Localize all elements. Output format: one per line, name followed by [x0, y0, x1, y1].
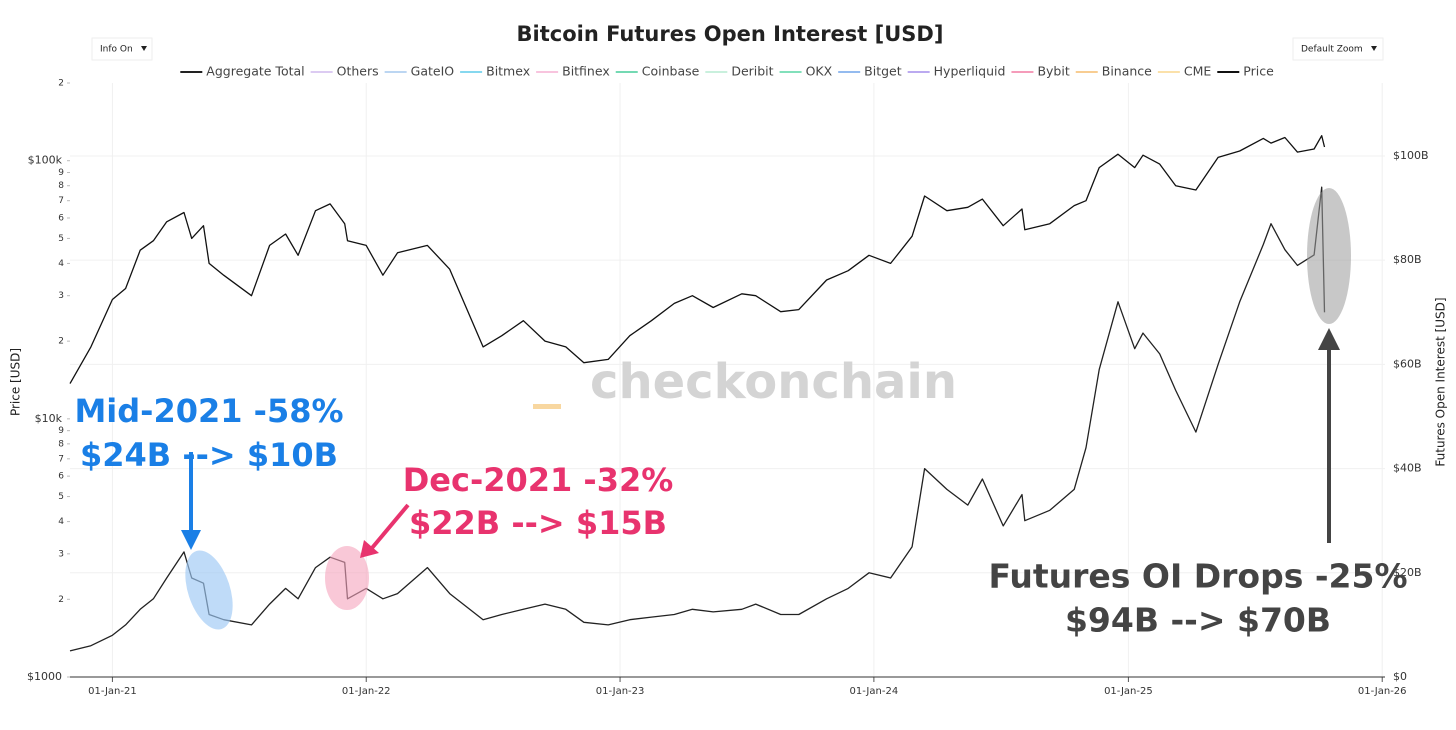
legend-label: CME [1184, 64, 1212, 79]
legend-label: Bybit [1037, 64, 1069, 79]
x-tick-label: 01-Jan-22 [342, 686, 391, 697]
legend-label: GateIO [411, 64, 455, 79]
legend-label: Bitfinex [562, 64, 610, 79]
arrow-head [181, 530, 201, 550]
y2-tick-label: $80B [1393, 253, 1422, 266]
control-button[interactable] [1292, 37, 1384, 61]
y2-tick-label: $100B [1393, 149, 1429, 162]
y-tick-label: 9 [58, 168, 64, 178]
y-tick-label: 9 [58, 426, 64, 436]
y-axis-label: Price [USD] [9, 348, 23, 416]
dropdown-arrow[interactable] [141, 46, 147, 51]
highlight-ellipse [185, 550, 233, 630]
legend-label: OKX [806, 64, 833, 79]
y-tick-label: $1000 [27, 670, 62, 683]
y-tick-label: 2 [58, 337, 64, 347]
legend-label: Hyperliquid [934, 64, 1006, 79]
legend-label: Deribit [731, 64, 773, 79]
arrow-head [360, 540, 379, 558]
y-tick-label: 7 [58, 454, 64, 464]
legend-label: Bitmex [486, 64, 530, 79]
legend-label: Coinbase [642, 64, 700, 79]
control-label[interactable]: Info On [100, 45, 133, 55]
x-tick-label: 01-Jan-25 [1104, 686, 1153, 697]
y-tick-label: 6 [58, 472, 64, 482]
arrow [370, 503, 410, 550]
highlight-ellipse [325, 546, 369, 610]
x-tick-label: 01-Jan-24 [850, 686, 899, 697]
y2-tick-label: $0 [1393, 670, 1407, 683]
plot-area: 01-Jan-21 01-Jan-22 01-Jan-23 01-Jan-24 01-J… [27, 79, 1429, 698]
y2-tick-label: $60B [1393, 357, 1422, 370]
y-tick-label: 6 [58, 213, 64, 223]
annotation: Dec-2021 -32% [403, 461, 674, 499]
legend: Aggregate Total Others GateIO Bitmex Bitfine… [180, 64, 1274, 79]
annotation-arrows [181, 328, 1340, 558]
x-tick-label: 01-Jan-21 [88, 686, 137, 697]
legend-label: Aggregate Total [206, 64, 304, 79]
y2-tick-label: $40B [1393, 462, 1422, 475]
y2-tick-label: $20B [1393, 566, 1422, 579]
y-tick-label: $100k [28, 154, 63, 167]
legend-label: Price [1243, 64, 1274, 79]
y-tick-label: 4 [58, 517, 64, 527]
y-tick-label: 8 [58, 181, 64, 191]
watermark-dash [533, 404, 561, 409]
control-button[interactable] [91, 37, 153, 61]
legend-label: Binance [1102, 64, 1152, 79]
legend-label: Others [337, 64, 379, 79]
chart-title: Bitcoin Futures Open Interest [USD] [517, 22, 944, 46]
annotation: $24B --> $10B [80, 436, 338, 474]
x-tick-label: 01-Jan-23 [596, 686, 645, 697]
legend-label: Bitget [864, 64, 902, 79]
y2-axis-label: Futures Open Interest [USD] [1434, 297, 1448, 466]
y-tick-label: $10k [35, 412, 63, 425]
dropdown-arrow[interactable] [1371, 46, 1377, 51]
y-tick-label: 4 [58, 259, 64, 269]
series-line [69, 135, 1326, 384]
control-label[interactable]: Default Zoom [1301, 45, 1363, 55]
annotation: $94B --> $70B [1065, 601, 1331, 640]
highlight-ellipse [1307, 188, 1351, 324]
annotation: Mid-2021 -58% [74, 392, 343, 430]
series-line [69, 186, 1326, 652]
y-tick-label: 3 [58, 549, 64, 559]
y-tick-label: 5 [58, 492, 64, 502]
annotation: $22B --> $15B [409, 504, 667, 542]
y-tick-label: 5 [58, 234, 64, 244]
y-tick-label: 2 [58, 79, 64, 89]
y-tick-label: 2 [58, 595, 64, 605]
y-tick-label: 7 [58, 196, 64, 206]
x-tick-label: 01-Jan-26 [1358, 686, 1407, 697]
y-tick-label: 3 [58, 291, 64, 301]
annotation: Futures OI Drops -25% [988, 557, 1407, 596]
watermark: checkonchain [590, 354, 957, 410]
arrow-head [1318, 328, 1340, 350]
y-tick-label: 8 [58, 439, 64, 449]
